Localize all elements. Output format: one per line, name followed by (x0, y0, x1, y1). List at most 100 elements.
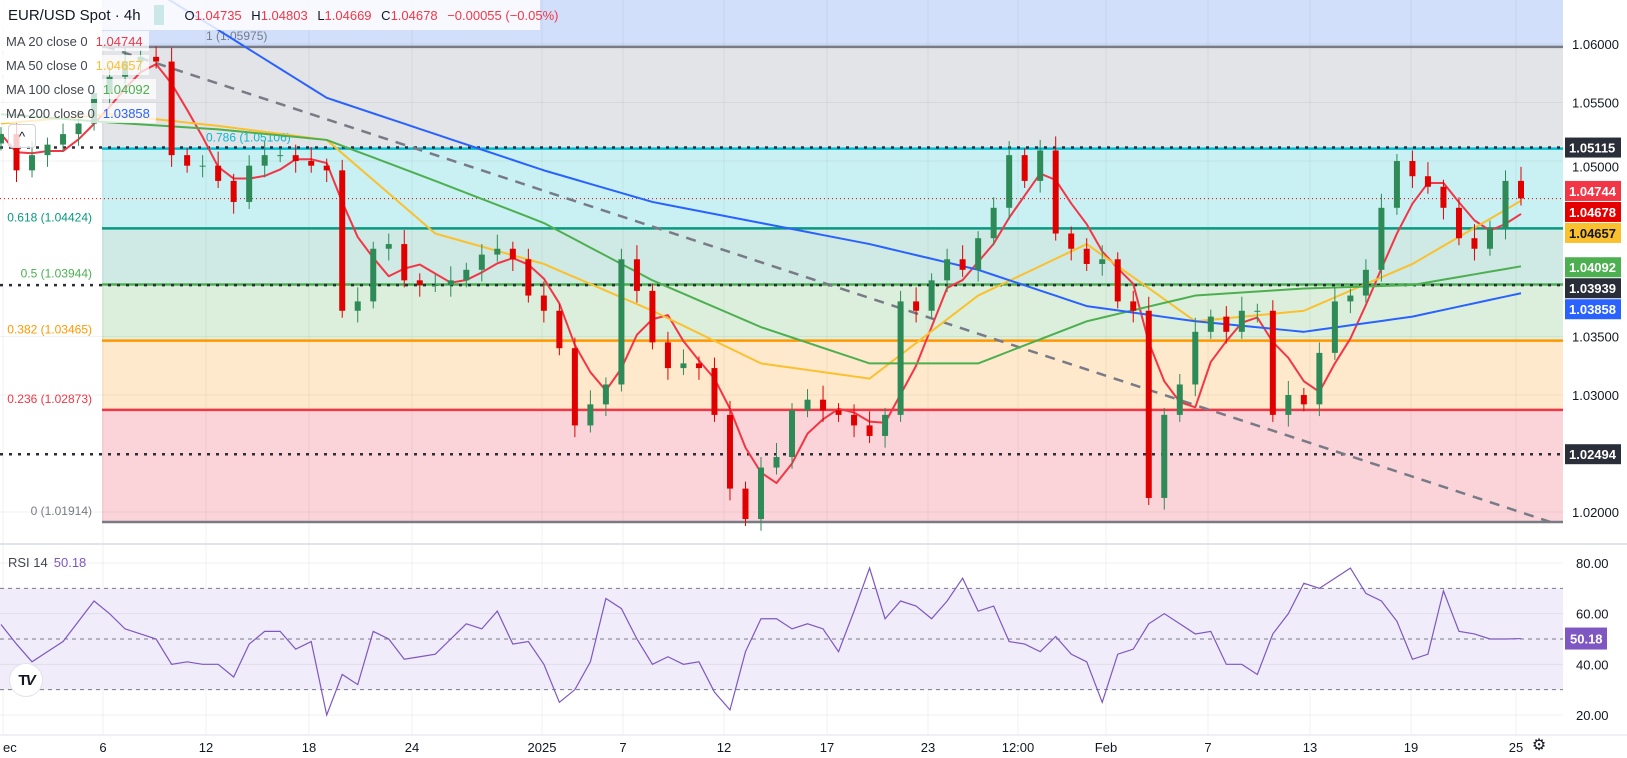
candle-body (1099, 259, 1106, 264)
time-tick-label: 23 (921, 740, 935, 755)
candle-body (370, 248, 377, 302)
price-tick-label: 1.05500 (1572, 96, 1619, 111)
candle-body (1130, 301, 1137, 311)
candle-body (1424, 176, 1431, 187)
collapse-legend-button[interactable]: ^ (8, 124, 36, 148)
candle-body (1440, 186, 1447, 208)
indicator-name: MA 20 close 0 (6, 33, 88, 49)
candle-body (556, 310, 563, 349)
candle-body (897, 301, 904, 415)
rsi-legend[interactable]: RSI 14 50.18 (8, 555, 86, 570)
time-tick-label: 13 (1303, 740, 1317, 755)
candle-body (1052, 150, 1059, 234)
candle-body (261, 155, 268, 166)
candle-body (1471, 238, 1478, 249)
candle-body (339, 170, 346, 311)
time-tick-label: 7 (1204, 740, 1211, 755)
indicator-value: 1.04744 (95, 33, 143, 49)
price-tick-label: 1.05000 (1572, 160, 1619, 175)
rsi-pane (0, 543, 1627, 718)
candle-body (1362, 269, 1369, 296)
candle-body (184, 155, 191, 166)
fib-zone (102, 284, 1563, 341)
candle-body (1037, 150, 1044, 181)
price-tick-label: 1.03500 (1572, 330, 1619, 345)
candle-body (447, 280, 454, 286)
candle-body (525, 259, 532, 296)
rsi-tick-label: 60.00 (1576, 607, 1609, 622)
ma-line-50 (0, 113, 1522, 380)
candle-body (323, 165, 330, 171)
time-tick-label: 17 (820, 740, 834, 755)
indicator-value: 1.04657 (95, 57, 143, 73)
candle-body (835, 410, 842, 415)
price-axis[interactable]: 1.06000 1.05500 1.05115 1.05000 1.04744 1.046… (1565, 37, 1621, 723)
candle-body (711, 368, 718, 415)
candle-body (75, 123, 82, 135)
time-tick-label: 7 (619, 740, 626, 755)
gear-icon[interactable]: ⚙ (1531, 737, 1547, 754)
price-badge-label: 1.04744 (1569, 184, 1617, 199)
candle-body (789, 410, 796, 458)
fib-label: 0.5 (1.03944) (21, 267, 92, 281)
candle-body (29, 155, 36, 171)
candle-body (168, 61, 175, 156)
level-price-badge-label: 1.02494 (1569, 447, 1617, 462)
fib-zone (102, 46, 1563, 149)
price-badge-label: 1.03858 (1569, 302, 1616, 317)
candle-body (1068, 233, 1075, 249)
time-tick-label: 12:00 (1002, 740, 1035, 755)
candle-body (0, 134, 4, 144)
candle-body (1161, 414, 1168, 498)
indicator-ma100[interactable]: MA 100 close 0 1.04092 (0, 79, 156, 99)
fib-zone (102, 148, 1563, 229)
candle-body (944, 259, 951, 281)
indicator-ma200[interactable]: MA 200 close 0 1.03858 (0, 103, 156, 123)
time-axis[interactable]: ec 6 12 18 24 2025 7 12 17 23 12:00 Feb 7 13 19 25 (0, 734, 1627, 755)
low-label: L (317, 7, 325, 23)
level-price-badge-label: 1.03939 (1569, 281, 1616, 296)
time-tick-label: 18 (302, 740, 316, 755)
rsi-value: 50.18 (53, 555, 87, 570)
trendline[interactable] (104, 45, 1553, 524)
candle-body (246, 165, 253, 202)
indicator-name: MA 200 close 0 (6, 105, 95, 121)
candle-body (277, 155, 284, 157)
candle-body (618, 259, 625, 385)
indicator-value: 1.04092 (102, 81, 150, 97)
candle-body (292, 155, 299, 161)
rsi-name: RSI 14 (8, 555, 48, 570)
candle-body (13, 134, 20, 171)
candle-body (1006, 155, 1013, 208)
candle-body (1145, 310, 1152, 498)
candle-body (1455, 207, 1462, 239)
indicator-value: 1.03858 (102, 105, 150, 121)
candle-body (416, 280, 423, 286)
high-label: H (251, 7, 261, 23)
drawings[interactable]: 1 (1.05975)0.786 (1.05106)0.618 (1.04424… (0, 29, 1563, 524)
time-tick-label: ec (3, 740, 17, 755)
price-badge (1565, 257, 1621, 278)
candle-body (773, 457, 780, 468)
candle-body (1378, 207, 1385, 270)
candle-body (401, 244, 408, 281)
candle-body (695, 363, 702, 369)
indicator-ma50[interactable]: MA 50 close 0 1.04657 (0, 55, 149, 75)
candle-body (1300, 395, 1307, 405)
time-tick-label: 24 (405, 740, 419, 755)
candle-body (1502, 180, 1509, 228)
symbol-title[interactable]: EUR/USD Spot · 4h (8, 6, 141, 24)
rsi-tick-label: 40.00 (1576, 657, 1609, 672)
indicator-ma20[interactable]: MA 20 close 0 1.04744 (0, 31, 149, 51)
fib-zones (102, 0, 1563, 523)
candle-body (153, 56, 160, 62)
ma-line-100 (0, 113, 1522, 365)
candle-body (540, 295, 547, 311)
candle-body (463, 269, 470, 281)
candle-body (230, 180, 237, 202)
candle-body (866, 425, 873, 436)
candle-body (1192, 331, 1199, 385)
candle-body (851, 414, 858, 426)
